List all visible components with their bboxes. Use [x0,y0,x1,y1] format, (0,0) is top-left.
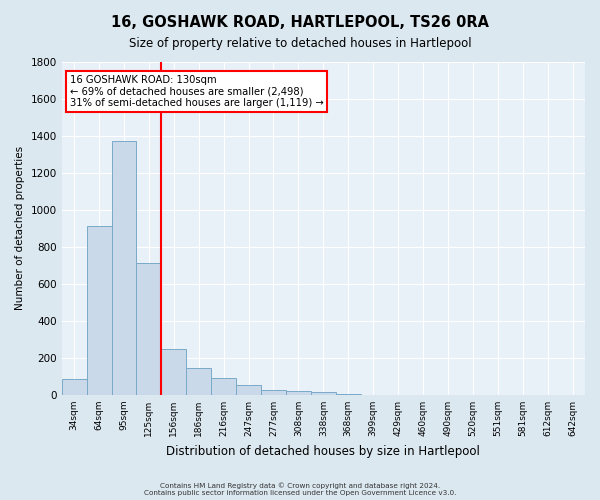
Text: 16, GOSHAWK ROAD, HARTLEPOOL, TS26 0RA: 16, GOSHAWK ROAD, HARTLEPOOL, TS26 0RA [111,15,489,30]
Bar [161,349,186,395]
Bar [112,141,136,395]
Bar [136,264,161,395]
Bar [86,226,112,395]
Bar [186,368,211,395]
Text: Contains HM Land Registry data © Crown copyright and database right 2024.
Contai: Contains HM Land Registry data © Crown c… [144,482,456,496]
Bar [236,384,261,395]
Bar [211,378,236,395]
Y-axis label: Number of detached properties: Number of detached properties [15,146,25,310]
Bar [261,390,286,395]
Bar [336,394,361,395]
Text: Size of property relative to detached houses in Hartlepool: Size of property relative to detached ho… [128,38,472,51]
Bar [62,379,86,395]
Bar [311,392,336,395]
X-axis label: Distribution of detached houses by size in Hartlepool: Distribution of detached houses by size … [166,444,480,458]
Text: 16 GOSHAWK ROAD: 130sqm
← 69% of detached houses are smaller (2,498)
31% of semi: 16 GOSHAWK ROAD: 130sqm ← 69% of detache… [70,75,323,108]
Bar [286,391,311,395]
